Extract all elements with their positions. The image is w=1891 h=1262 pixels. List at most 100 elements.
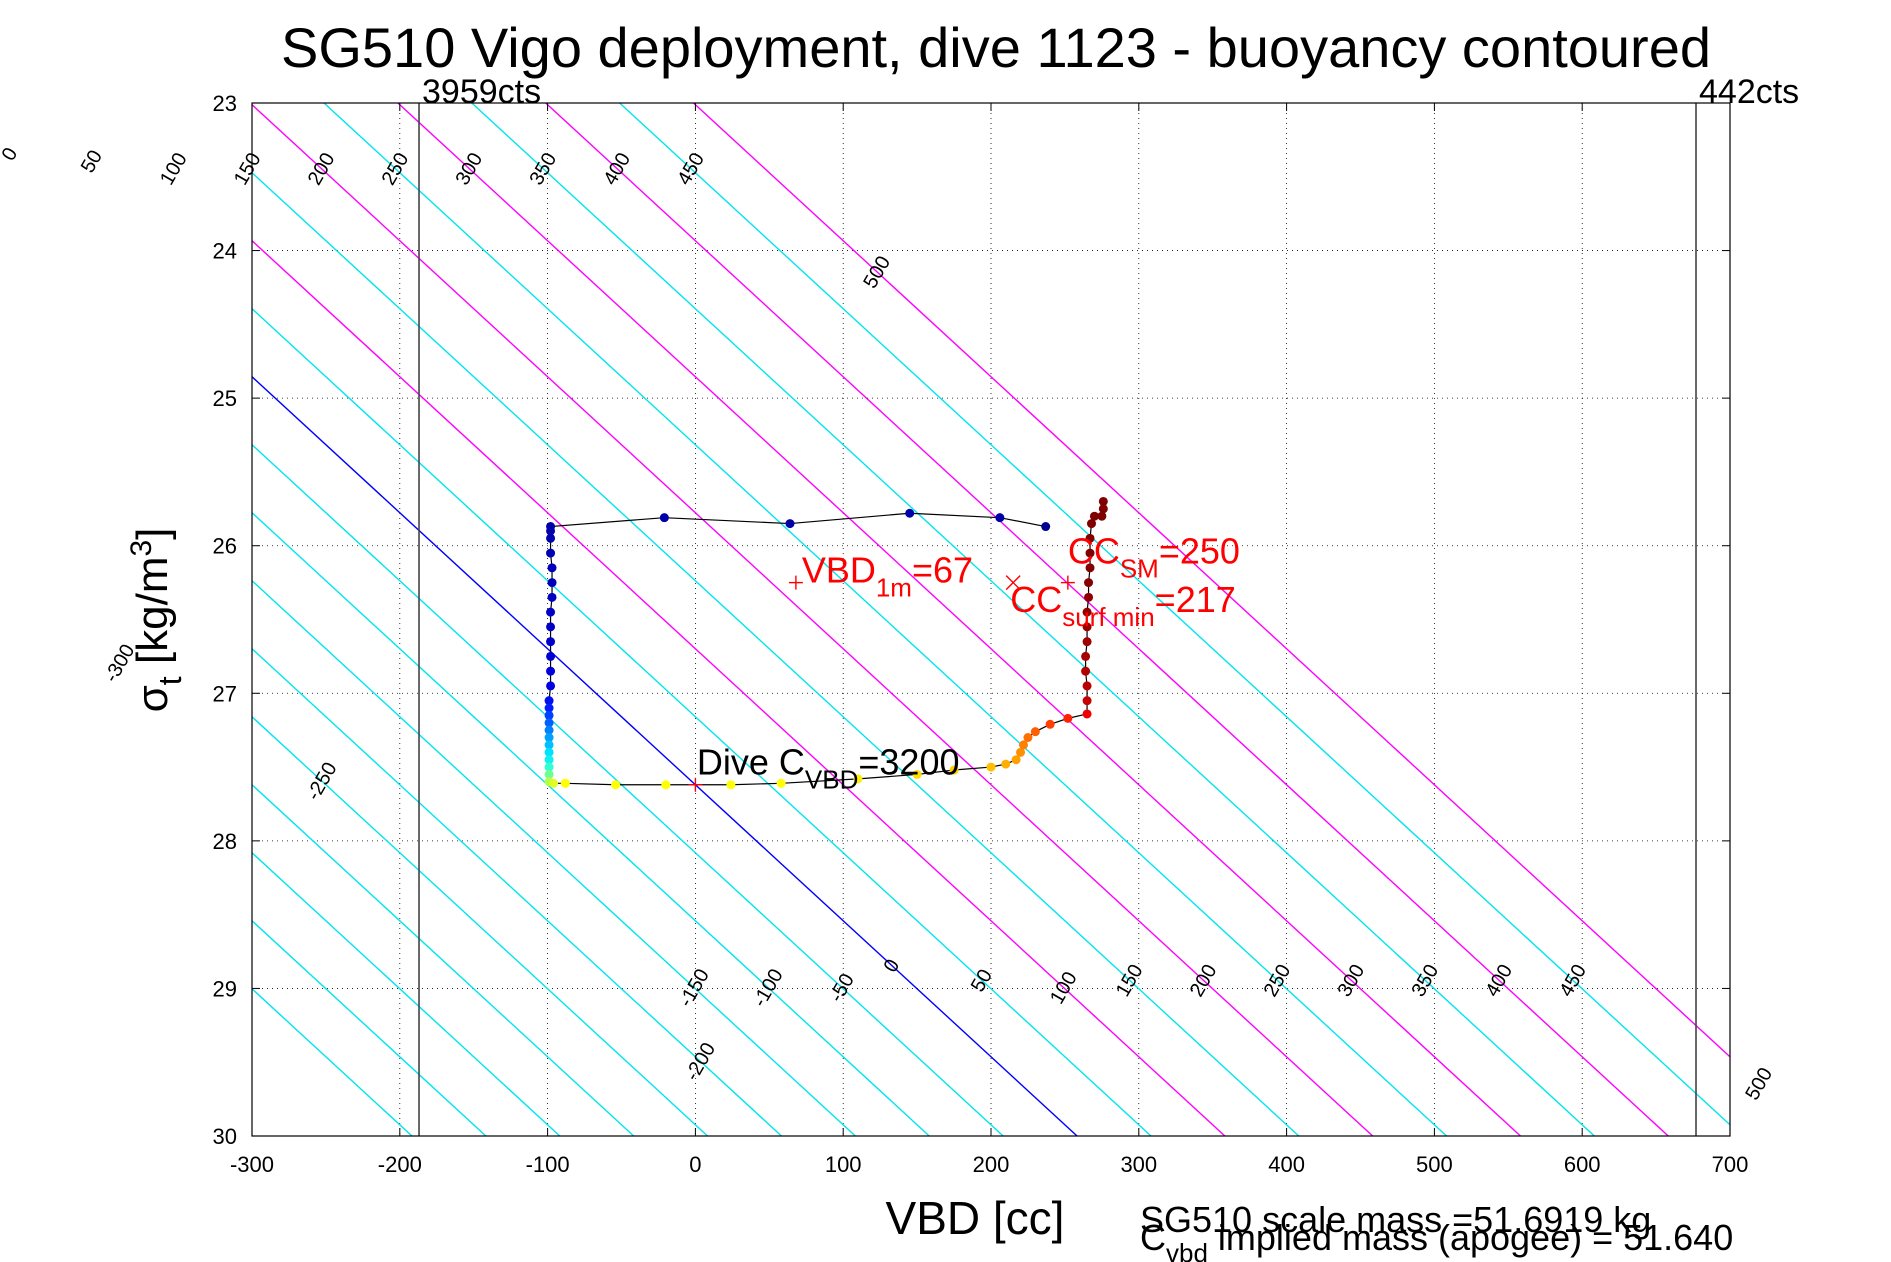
contour-line [252,375,1078,1136]
series-point-climb [1011,755,1021,765]
markers [688,575,1075,792]
contour-label: 500 [1741,1064,1777,1104]
marker-cross [1005,575,1021,591]
y-axis-label-sup: 3 [125,540,158,557]
contour-label: 50 [77,147,107,177]
vbd-limit-label: 3959cts [422,73,541,111]
series-point-climb [1082,696,1092,706]
series-point-climb [611,780,621,790]
series-point-dive [544,755,554,765]
series-point-climb [912,769,922,779]
contour-line [619,103,1730,1126]
series-point-climb [1082,637,1092,647]
series-point-climb [1019,740,1029,750]
contour-line [252,239,1226,1136]
series-point-climb [1085,533,1095,543]
contour-line [323,103,1448,1136]
x-tick-label: 100 [825,1152,862,1177]
footer-implied-mass: Cvbd implied mass (apogee) = 51.640 [1140,1217,1733,1262]
x-tick-label: 600 [1564,1152,1601,1177]
series-point-climb [1084,578,1094,588]
series-point-dive [659,513,669,523]
x-tick-label: -200 [378,1152,422,1177]
contour-line [397,103,1521,1136]
series-point-climb [1098,496,1108,506]
series-point-climb [1063,713,1073,723]
annotation-rest: =217 [1155,579,1236,620]
series-point-climb [1081,666,1091,676]
series-point-climb [1084,592,1094,602]
marker-plus [788,575,803,590]
series-point-dive [547,578,557,588]
series-point-dive [547,563,557,573]
series-point-dive [546,526,556,536]
footer-implied-mass-sub: vbd [1166,1238,1208,1262]
series-point-climb [1001,759,1011,769]
x-tick-label: -100 [526,1152,570,1177]
series-point-dive [546,607,556,617]
series-point-dive [546,548,556,558]
x-tick-label: 700 [1712,1152,1749,1177]
contour-line [252,919,487,1136]
series-point-climb [1016,747,1026,757]
series-point-climb [1082,622,1092,632]
contour-label: 100 [156,149,192,189]
annotation-rest: =250 [1159,530,1240,571]
x-tick-label: 200 [973,1152,1010,1177]
contour-line [252,783,635,1136]
series-point-dive [785,519,795,529]
series-point-dive [546,681,556,691]
series-point-dive [546,637,556,647]
y-tick-label: 30 [213,1124,237,1149]
series-point-dive [544,710,554,720]
vbd-limit-label: 442cts [1699,73,1799,111]
series-point-climb [776,778,786,788]
contour-label: 0 [0,144,22,165]
y-axis-label-sub: t [152,676,188,685]
series-point-dive [995,513,1005,523]
series-point-climb [1082,607,1092,617]
y-tick-label: 25 [213,386,237,411]
y-axis-ticks: 23 24 25 26 27 28 29 30 [213,91,1730,1149]
y-axis-label-close: ] [128,528,177,540]
x-tick-label: 0 [689,1152,701,1177]
y-tick-label: 29 [213,976,237,1001]
series-point-dive [544,696,554,706]
annotation-sub: VBD [805,764,858,794]
x-tick-label: 400 [1268,1152,1305,1177]
y-tick-label: 27 [213,681,237,706]
grid [252,103,1730,1136]
series-point-dive [546,651,556,661]
annotation-sub: surf min [1062,602,1154,632]
y-axis-label: σt [kg/m3] [125,528,188,713]
y-tick-label: 23 [213,91,237,116]
contour-line [545,103,1669,1136]
series-point-dive [544,762,554,772]
series-point-dive [1041,522,1051,532]
series-point-dive [544,733,554,743]
y-tick-label: 26 [213,534,237,559]
annotation-main: CC [1010,579,1062,620]
series-point-climb [1085,548,1095,558]
y-axis-label-unit: [kg/m [128,557,177,677]
contour-line [252,103,1374,1136]
series-point-climb [1081,651,1091,661]
series-point-dive [546,533,556,543]
annotation-cc: CCsurf min=217 [1010,579,1236,632]
series-point-dive [544,747,554,757]
series-point-climb [1082,681,1092,691]
x-tick-label: -300 [230,1152,274,1177]
y-axis-label-main: σ [128,685,177,712]
x-tick-label: 500 [1416,1152,1453,1177]
series-point-climb [949,765,959,775]
series-point-dive [544,769,554,779]
series-point-climb [560,778,570,788]
series-point-dive [544,703,554,713]
series-point-dive [544,718,554,728]
contour-line [252,171,1300,1136]
annotation-main: VBD [802,550,876,591]
series-point-climb [1085,563,1095,573]
series-point-climb [986,762,996,772]
series-point-dive [546,622,556,632]
